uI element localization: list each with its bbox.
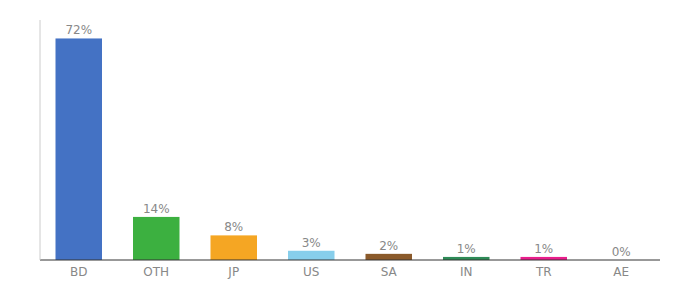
x-axis-line	[40, 260, 660, 261]
x-tick-label: IN	[460, 265, 473, 279]
bar	[56, 38, 103, 260]
data-label: 8%	[224, 220, 243, 234]
data-label: 72%	[65, 23, 92, 37]
data-label: 14%	[143, 202, 170, 216]
data-label: 1%	[457, 242, 476, 256]
x-tick-label: BD	[70, 265, 87, 279]
data-label: 1%	[534, 242, 553, 256]
data-label: 0%	[612, 245, 631, 259]
data-labels: 72% 14% 8% 3% 2% 1% 1% 0%	[65, 23, 630, 259]
bar	[211, 235, 258, 260]
bar	[288, 251, 335, 260]
x-tick-label: OTH	[143, 265, 169, 279]
chart: BD OTH JP US SA IN TR AE 72% 14% 8% 3% 2% 1% 1% 0%	[0, 0, 680, 300]
axes: BD OTH JP US SA IN TR AE	[40, 20, 660, 279]
bar	[133, 217, 180, 260]
x-tick-label: SA	[381, 265, 398, 279]
y-axis-line	[40, 20, 41, 260]
x-tick-label: AE	[613, 265, 629, 279]
x-tick-label: TR	[535, 265, 552, 279]
x-tick-label: JP	[227, 265, 239, 279]
bars	[56, 38, 568, 260]
bar	[366, 254, 413, 260]
data-label: 3%	[302, 236, 321, 250]
data-label: 2%	[379, 239, 398, 253]
x-tick-label: US	[303, 265, 319, 279]
chart-container: BD OTH JP US SA IN TR AE 72% 14% 8% 3% 2% 1% 1% 0%	[0, 0, 680, 300]
